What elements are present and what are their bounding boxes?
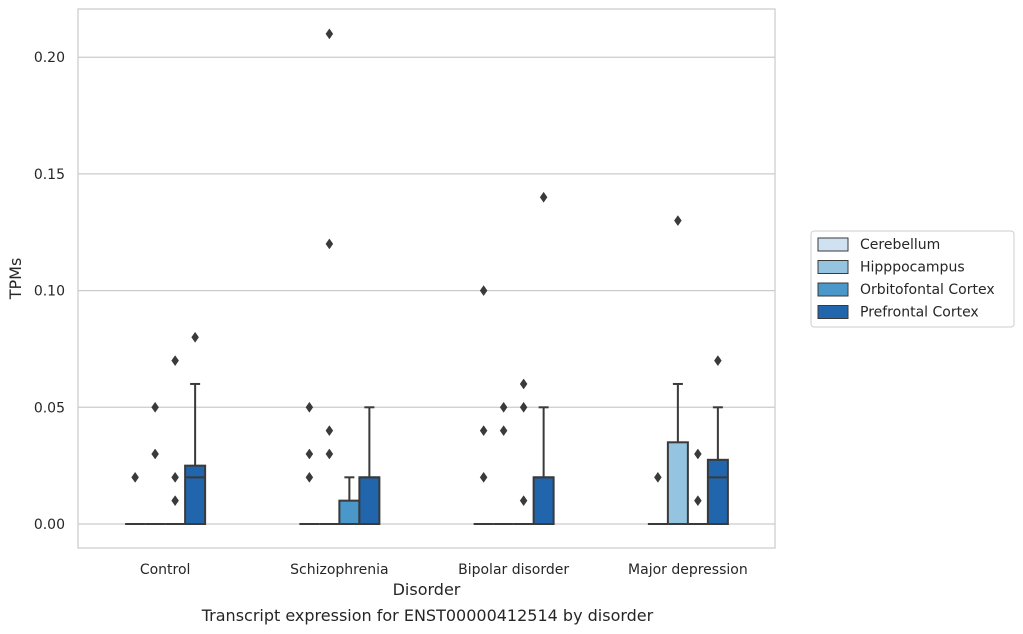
outlier-point [171, 355, 179, 367]
y-tick-label: 0.10 [34, 284, 65, 300]
outlier-point [539, 191, 548, 203]
legend-frame [810, 230, 1015, 328]
x-axis-ticks: Control Schizophrenia Bipolar disorder Majo… [140, 562, 748, 578]
outlier-point [305, 471, 314, 483]
box-prefrontal-cortex [184, 382, 207, 525]
boxes [125, 382, 729, 526]
outlier-point [519, 401, 528, 413]
outlier-point [171, 495, 179, 507]
outlier-point [714, 355, 722, 367]
outlier-point [191, 331, 199, 343]
outlier-point [151, 401, 159, 413]
y-tick-label: 0.05 [34, 400, 65, 416]
outlier-point [479, 285, 488, 297]
outlier-point [694, 495, 702, 507]
box-orbitofontal-cortex [338, 476, 361, 526]
outlier-point [519, 378, 528, 390]
y-axis-label: TPMs [6, 258, 25, 301]
box-body [666, 441, 689, 525]
y-axis-ticks: 0.00 0.05 0.10 0.15 0.20 [34, 50, 65, 533]
outlier-point [479, 425, 488, 437]
legend-swatch [817, 305, 849, 319]
outlier-point [674, 215, 682, 227]
box-body [532, 476, 555, 526]
legend-swatch [817, 282, 849, 297]
x-tick-label: Schizophrenia [290, 562, 388, 578]
outlier-point [479, 471, 488, 483]
outlier-point [325, 425, 334, 437]
legend-label: Cerebellum [860, 237, 940, 253]
outlier-point [694, 448, 702, 460]
x-tick-label: Major depression [628, 562, 748, 578]
box-prefrontal-cortex [706, 406, 729, 525]
y-tick-label: 0.15 [34, 167, 65, 183]
outliers [131, 28, 722, 507]
legend-label: Hipppocampus [860, 260, 965, 276]
x-tick-label: Bipolar disorder [458, 562, 569, 578]
outlier-point [151, 448, 159, 460]
legend: Cerebellum Hipppocampus Orbitofontal Corte… [810, 230, 1015, 328]
outlier-point [305, 401, 314, 413]
legend-swatch [817, 260, 849, 274]
outlier-point [654, 471, 662, 483]
y-tick-label: 0.20 [34, 50, 65, 66]
y-tick-label: 0.00 [34, 517, 65, 533]
box-body [358, 476, 381, 526]
box-body [706, 458, 729, 525]
outlier-point [305, 448, 314, 460]
outlier-point [171, 471, 179, 483]
plot-area-frame [77, 8, 776, 549]
legend-label: Prefrontal Cortex [860, 305, 979, 321]
outlier-point [131, 471, 139, 483]
box-hipppocampus [666, 382, 689, 525]
outlier-point [325, 28, 334, 40]
legend-swatch [817, 237, 849, 252]
outlier-point [325, 238, 334, 250]
figure-caption: Transcript expression for ENST0000041251… [201, 606, 654, 625]
x-tick-label: Control [140, 562, 191, 578]
box-prefrontal-cortex [358, 406, 381, 526]
outlier-point [519, 495, 528, 507]
box-body [184, 464, 207, 525]
x-axis-label: Disorder [393, 580, 461, 599]
box-body [338, 499, 361, 526]
outlier-point [499, 425, 508, 437]
outlier-point [499, 401, 508, 413]
box-prefrontal-cortex [532, 406, 555, 526]
outlier-point [325, 448, 334, 460]
legend-label: Orbitofontal Cortex [860, 282, 995, 298]
